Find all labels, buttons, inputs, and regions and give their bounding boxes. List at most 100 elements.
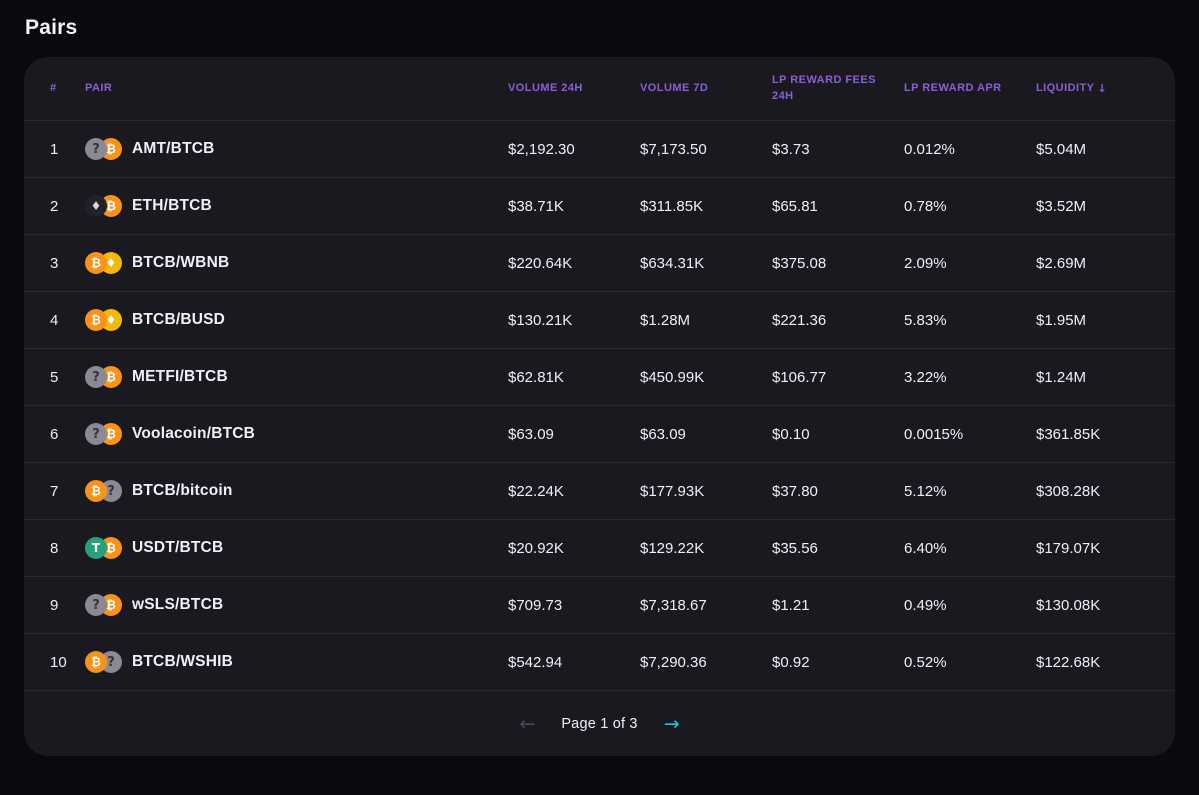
pair-rank: 2 <box>50 197 59 215</box>
lp-apr-value: 0.78% <box>904 197 947 215</box>
pair-icons <box>85 366 122 388</box>
liquidity-value: $3.52M <box>1036 197 1087 215</box>
lp-fees-24h-value: $221.36 <box>772 311 827 329</box>
column-header-volume-7d[interactable]: VOLUME 7D <box>640 81 709 94</box>
volume-7d-value: $7,173.50 <box>640 140 707 158</box>
pair-name: AMT/BTCB <box>132 140 215 157</box>
volume-24h-value: $130.21K <box>508 311 573 329</box>
lp-fees-24h-value: $0.10 <box>772 425 810 443</box>
token-icon <box>85 366 107 388</box>
liquidity-value: $1.24M <box>1036 368 1087 386</box>
pair-icons <box>85 195 122 217</box>
token-icon <box>85 594 107 616</box>
volume-24h-value: $22.24K <box>508 482 564 500</box>
table-row[interactable]: 1 AMT/BTCB $2,192.30 $7,173.50 $3.73 0.0… <box>24 121 1175 178</box>
pair-cell: wSLS/BTCB <box>85 594 508 616</box>
pair-rank: 8 <box>50 539 59 557</box>
pair-rank: 1 <box>50 140 59 158</box>
prev-page-button[interactable]: ← <box>519 712 536 735</box>
table-header-row: # PAIR VOLUME 24H VOLUME 7D LP REWARD FE… <box>24 57 1175 121</box>
table-row[interactable]: 10 BTCB/WSHIB $542.94 $7,290.36 $0.92 0.… <box>24 634 1175 691</box>
volume-24h-value: $20.92K <box>508 539 564 557</box>
lp-apr-value: 0.012% <box>904 140 955 158</box>
pair-name: USDT/BTCB <box>132 539 224 556</box>
liquidity-value: $2.69M <box>1036 254 1087 272</box>
liquidity-value: $179.07K <box>1036 539 1101 557</box>
token-icon <box>85 423 107 445</box>
pair-cell: ETH/BTCB <box>85 195 508 217</box>
column-header-lp-fees-24h[interactable]: LP REWARD FEES 24H <box>772 74 876 102</box>
column-header-liquidity-label: LIQUIDITY <box>1036 81 1095 94</box>
token-icon <box>85 480 107 502</box>
pair-cell: METFI/BTCB <box>85 366 508 388</box>
volume-7d-value: $7,318.67 <box>640 596 707 614</box>
pair-rank: 9 <box>50 596 59 614</box>
pair-rank: 5 <box>50 368 59 386</box>
volume-24h-value: $542.94 <box>508 653 563 671</box>
pair-name: Voolacoin/BTCB <box>132 425 256 442</box>
pair-icons <box>85 594 122 616</box>
lp-fees-24h-value: $65.81 <box>772 197 818 215</box>
pair-rank: 7 <box>50 482 59 500</box>
lp-fees-24h-value: $1.21 <box>772 596 810 614</box>
lp-fees-24h-value: $0.92 <box>772 653 810 671</box>
liquidity-value: $130.08K <box>1036 596 1101 614</box>
lp-apr-value: 0.49% <box>904 596 947 614</box>
pair-icons <box>85 309 122 331</box>
pagination: ← Page 1 of 3 → <box>24 691 1175 756</box>
table-row[interactable]: 6 Voolacoin/BTCB $63.09 $63.09 $0.10 0.0… <box>24 406 1175 463</box>
token-icon <box>85 195 107 217</box>
volume-24h-value: $709.73 <box>508 596 563 614</box>
liquidity-value: $122.68K <box>1036 653 1101 671</box>
column-header-lp-apr[interactable]: LP REWARD APR <box>904 81 1002 94</box>
pair-name: ETH/BTCB <box>132 197 212 214</box>
pair-rank: 6 <box>50 425 59 443</box>
table-row[interactable]: 7 BTCB/bitcoin $22.24K $177.93K $37.80 5… <box>24 463 1175 520</box>
lp-apr-value: 6.40% <box>904 539 947 557</box>
volume-24h-value: $62.81K <box>508 368 564 386</box>
liquidity-value: $5.04M <box>1036 140 1087 158</box>
volume-7d-value: $450.99K <box>640 368 705 386</box>
lp-apr-value: 0.0015% <box>904 425 964 443</box>
token-icon <box>85 537 107 559</box>
pair-cell: AMT/BTCB <box>85 138 508 160</box>
pair-cell: USDT/BTCB <box>85 537 508 559</box>
table-row[interactable]: 9 wSLS/BTCB $709.73 $7,318.67 $1.21 0.49… <box>24 577 1175 634</box>
pair-rank: 3 <box>50 254 59 272</box>
pair-name: METFI/BTCB <box>132 368 228 385</box>
pair-icons <box>85 423 122 445</box>
pair-cell: BTCB/BUSD <box>85 309 508 331</box>
column-header-liquidity[interactable]: LIQUIDITY ↓ <box>1036 81 1175 96</box>
pair-icons <box>85 252 122 274</box>
column-header-volume-24h[interactable]: VOLUME 24H <box>508 81 583 94</box>
volume-7d-value: $63.09 <box>640 425 686 443</box>
page-indicator: Page 1 of 3 <box>561 715 638 732</box>
lp-apr-value: 5.83% <box>904 311 947 329</box>
liquidity-value: $1.95M <box>1036 311 1087 329</box>
volume-7d-value: $7,290.36 <box>640 653 707 671</box>
pairs-table-card: # PAIR VOLUME 24H VOLUME 7D LP REWARD FE… <box>24 57 1175 756</box>
lp-apr-value: 3.22% <box>904 368 947 386</box>
pair-cell: Voolacoin/BTCB <box>85 423 508 445</box>
table-row[interactable]: 5 METFI/BTCB $62.81K $450.99K $106.77 3.… <box>24 349 1175 406</box>
pair-icons <box>85 480 122 502</box>
pair-name: BTCB/WSHIB <box>132 653 234 670</box>
column-header-pair[interactable]: PAIR <box>85 81 113 94</box>
pair-cell: BTCB/WBNB <box>85 252 508 274</box>
volume-7d-value: $1.28M <box>640 311 691 329</box>
table-row[interactable]: 2 ETH/BTCB $38.71K $311.85K $65.81 0.78%… <box>24 178 1175 235</box>
table-row[interactable]: 3 BTCB/WBNB $220.64K $634.31K $375.08 2.… <box>24 235 1175 292</box>
sort-desc-icon: ↓ <box>1097 81 1108 95</box>
lp-fees-24h-value: $37.80 <box>772 482 818 500</box>
column-header-rank[interactable]: # <box>50 81 57 94</box>
table-row[interactable]: 8 USDT/BTCB $20.92K $129.22K $35.56 6.40… <box>24 520 1175 577</box>
lp-apr-value: 0.52% <box>904 653 947 671</box>
liquidity-value: $308.28K <box>1036 482 1101 500</box>
token-icon <box>85 252 107 274</box>
volume-7d-value: $129.22K <box>640 539 705 557</box>
pair-icons <box>85 651 122 673</box>
next-page-button[interactable]: → <box>663 712 680 735</box>
liquidity-value: $361.85K <box>1036 425 1101 443</box>
volume-24h-value: $220.64K <box>508 254 573 272</box>
table-row[interactable]: 4 BTCB/BUSD $130.21K $1.28M $221.36 5.83… <box>24 292 1175 349</box>
